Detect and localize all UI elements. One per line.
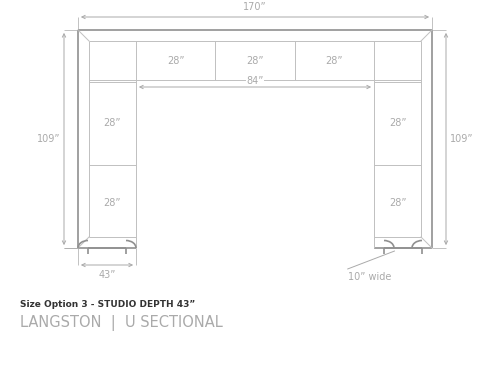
Text: LANGSTON  |  U SECTIONAL: LANGSTON | U SECTIONAL	[20, 315, 223, 331]
Text: 28”: 28”	[389, 198, 406, 208]
Text: 84”: 84”	[246, 76, 264, 86]
Text: 28”: 28”	[104, 118, 121, 129]
Text: 28”: 28”	[246, 56, 264, 66]
Text: 170”: 170”	[243, 2, 267, 12]
Text: 28”: 28”	[104, 198, 121, 208]
Text: 28”: 28”	[167, 56, 184, 66]
Text: 43”: 43”	[98, 270, 116, 280]
Text: 10” wide: 10” wide	[348, 272, 392, 282]
Text: 28”: 28”	[389, 118, 406, 129]
Text: 28”: 28”	[326, 56, 343, 66]
Text: 109”: 109”	[36, 134, 60, 144]
Text: Size Option 3 - STUDIO DEPTH 43”: Size Option 3 - STUDIO DEPTH 43”	[20, 300, 195, 309]
Text: 109”: 109”	[450, 134, 473, 144]
